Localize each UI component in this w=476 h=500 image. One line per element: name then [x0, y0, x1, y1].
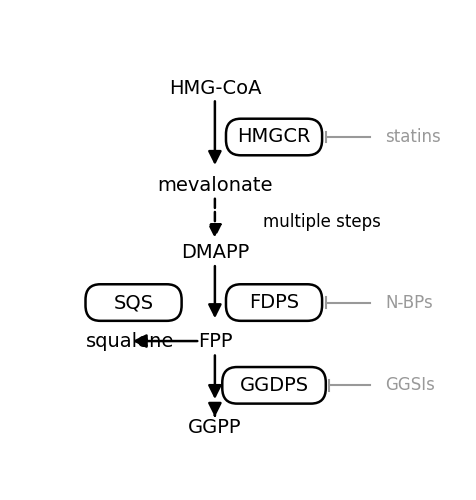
Text: squalene: squalene [85, 332, 174, 350]
Text: HMG-CoA: HMG-CoA [169, 80, 260, 98]
FancyBboxPatch shape [85, 284, 181, 321]
Text: SQS: SQS [113, 293, 153, 312]
Text: DMAPP: DMAPP [180, 243, 248, 262]
Text: statins: statins [384, 128, 440, 146]
Text: mevalonate: mevalonate [157, 176, 272, 195]
Text: N-BPs: N-BPs [384, 294, 432, 312]
FancyBboxPatch shape [226, 118, 321, 156]
Text: GGSIs: GGSIs [384, 376, 434, 394]
Text: multiple steps: multiple steps [262, 214, 380, 232]
Text: GGPP: GGPP [188, 418, 241, 437]
Text: GGDPS: GGDPS [239, 376, 308, 395]
FancyBboxPatch shape [222, 367, 325, 404]
FancyBboxPatch shape [226, 284, 321, 321]
Text: FDPS: FDPS [248, 293, 298, 312]
Text: HMGCR: HMGCR [237, 128, 310, 146]
Text: FPP: FPP [197, 332, 232, 350]
